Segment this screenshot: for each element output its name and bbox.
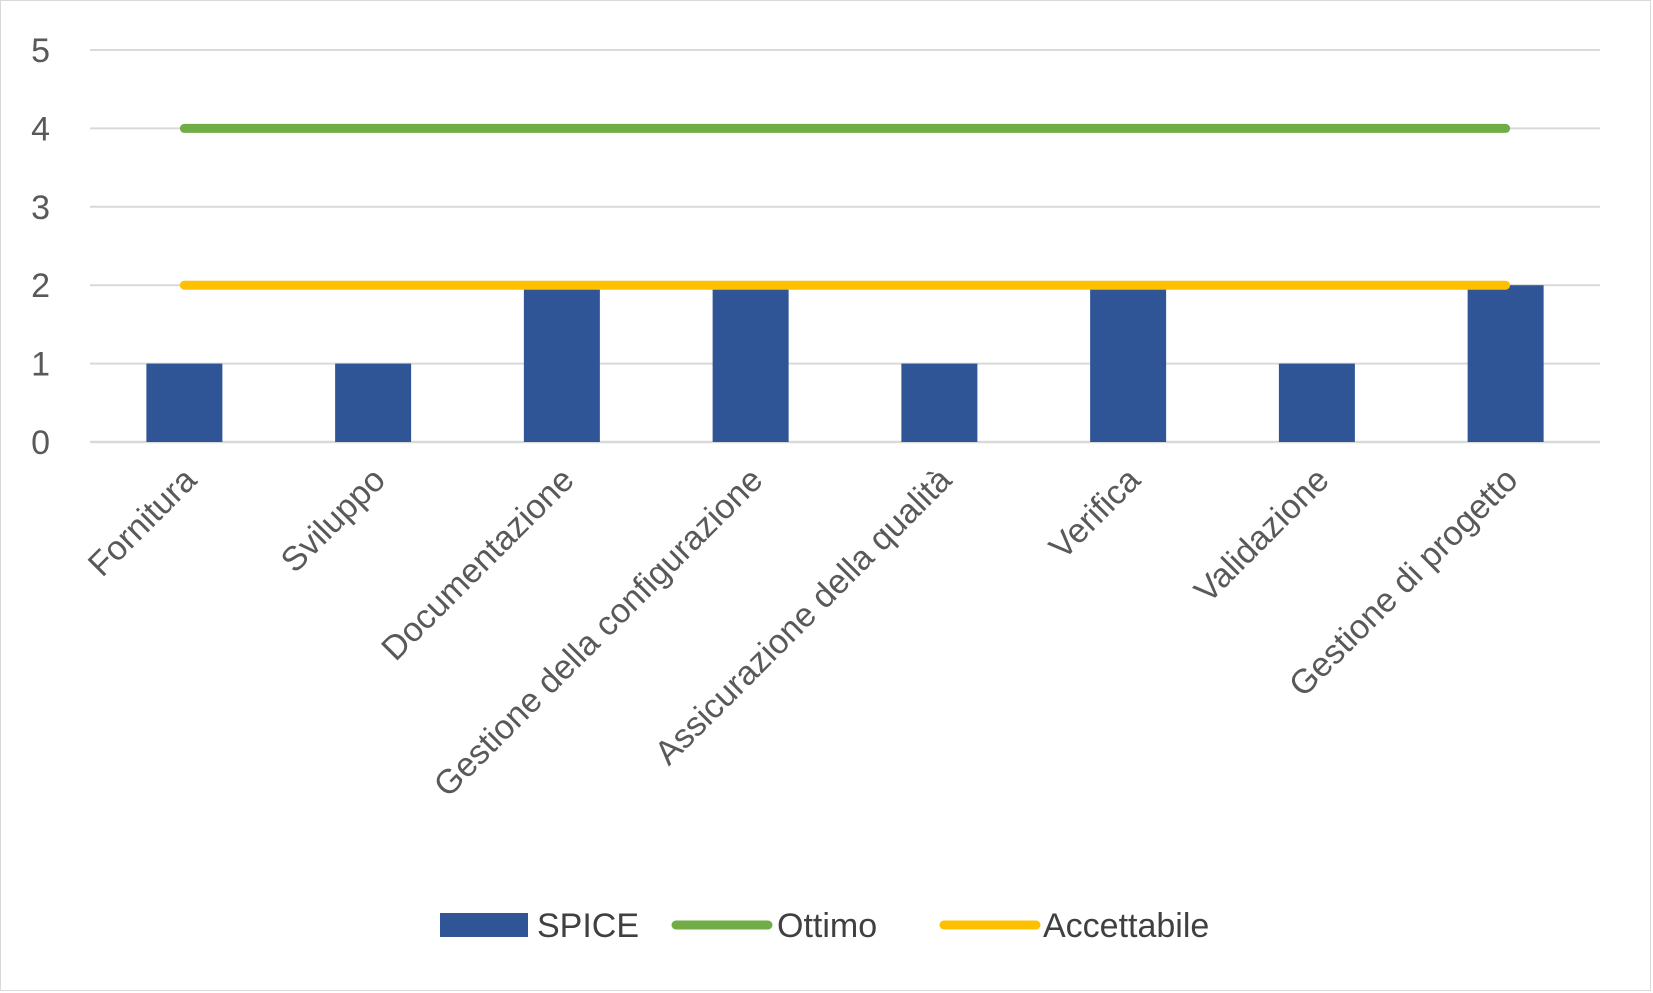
bar-documentazione [523, 285, 600, 442]
legend: SPICE Ottimo Accettabile [440, 907, 1209, 945]
x-category-label: Validazione [1187, 461, 1336, 610]
legend-label-spice: SPICE [537, 907, 639, 945]
x-category-label: Fornitura [81, 461, 204, 584]
line-series [179, 123, 1511, 290]
bar-assicurazione-della-qualit- [901, 363, 978, 442]
legend-label-accettabile: Accettabile [1043, 907, 1209, 945]
x-category-label: Sviluppo [274, 461, 393, 580]
x-category-label: Assicurazione della qualità [647, 461, 959, 773]
legend-label-ottimo: Ottimo [777, 907, 877, 945]
bar-validazione [1278, 363, 1355, 442]
bar-gestione-della-configurazione [712, 285, 789, 442]
gridlines [90, 49, 1600, 444]
y-tick-label: 2 [31, 267, 50, 305]
y-tick-label: 3 [31, 189, 50, 227]
bar-fornitura [146, 363, 223, 442]
y-tick-label: 1 [31, 346, 50, 384]
y-tick-label: 0 [31, 424, 50, 462]
legend-swatch-spice [440, 913, 528, 937]
y-tick-label: 5 [31, 32, 50, 70]
y-tick-label: 4 [31, 110, 50, 148]
x-category-label: Gestione della configurazione [427, 461, 771, 805]
bar-verifica [1090, 285, 1167, 442]
bar-sviluppo [335, 363, 412, 442]
bar-gestione-di-progetto [1467, 285, 1544, 442]
x-category-label: Verifica [1042, 461, 1148, 567]
x-category-label: Documentazione [374, 461, 581, 668]
y-axis-tick-labels: 0 1 2 3 4 5 [31, 32, 50, 462]
x-axis-category-labels: Fornitura SviluppoDocumentazioneGestione … [81, 461, 1525, 805]
bar-series [146, 285, 1544, 442]
